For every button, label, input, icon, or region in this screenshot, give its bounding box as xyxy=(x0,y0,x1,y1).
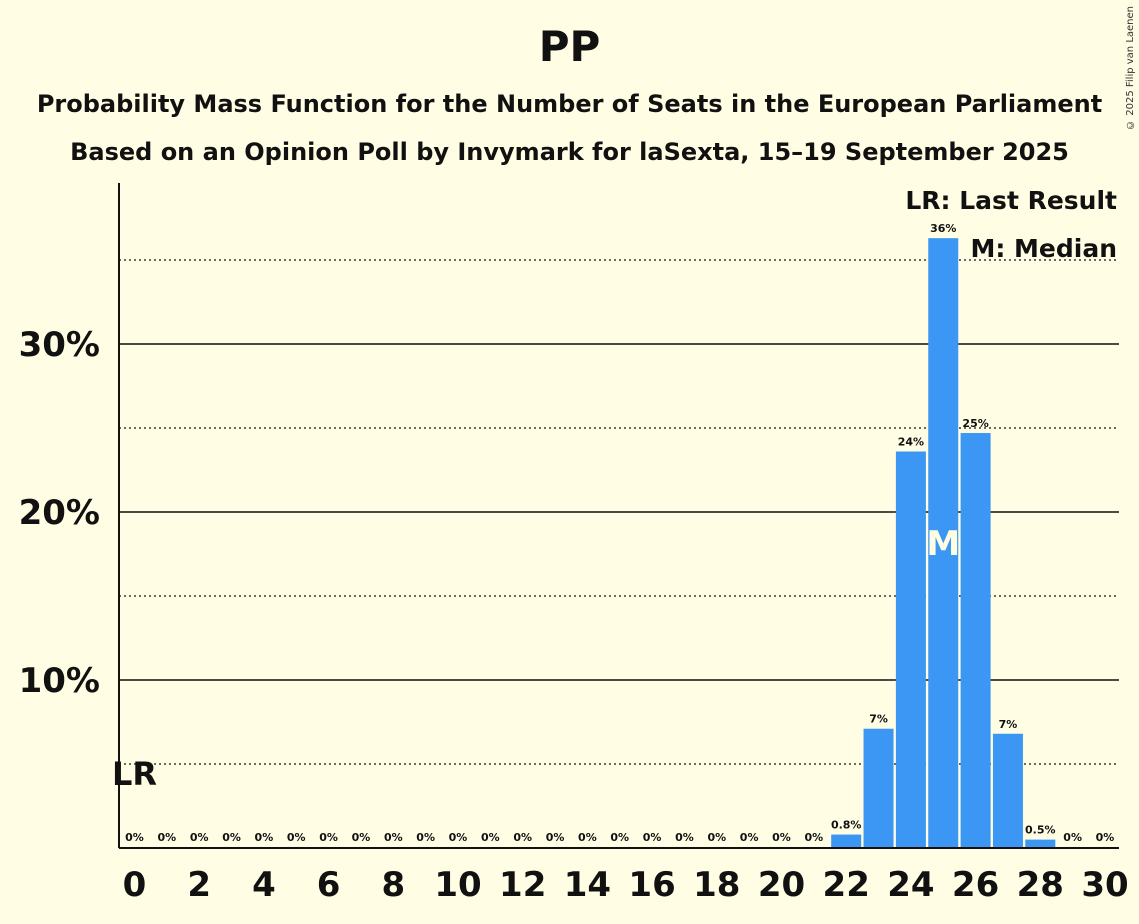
value-label: 0% xyxy=(675,831,694,844)
bar-seats-28 xyxy=(1025,839,1056,848)
legend-median: M: Median xyxy=(970,234,1117,263)
x-tick-label: 2 xyxy=(187,865,211,905)
bars xyxy=(831,238,1056,848)
y-tick-label: 20% xyxy=(19,493,100,533)
value-label: 0% xyxy=(805,831,824,844)
x-tick-label: 14 xyxy=(564,865,611,905)
value-label: 0% xyxy=(255,831,274,844)
x-tick-label: 30 xyxy=(1081,865,1128,905)
value-label: 36% xyxy=(930,222,956,235)
value-label: 0% xyxy=(125,831,144,844)
x-tick-label: 10 xyxy=(434,865,481,905)
x-tick-label: 20 xyxy=(758,865,805,905)
median-marker: M xyxy=(926,524,960,564)
x-tick-label: 16 xyxy=(628,865,675,905)
x-tick-label: 18 xyxy=(693,865,740,905)
value-label: 0% xyxy=(190,831,209,844)
value-label: 25% xyxy=(962,417,988,430)
value-label: 0% xyxy=(740,831,759,844)
value-label: 0% xyxy=(384,831,403,844)
bar-seats-25 xyxy=(928,238,959,848)
x-tick-label: 24 xyxy=(887,865,934,905)
value-label: 0% xyxy=(319,831,338,844)
value-label: 0% xyxy=(610,831,629,844)
x-tick-label: 4 xyxy=(252,865,276,905)
value-label: 0% xyxy=(772,831,791,844)
y-tick-label: 30% xyxy=(19,325,100,365)
value-label: 24% xyxy=(898,436,924,449)
x-tick-label: 26 xyxy=(952,865,999,905)
bar-seats-22 xyxy=(831,834,862,848)
value-label: 0% xyxy=(546,831,565,844)
bar-seats-23 xyxy=(863,728,894,848)
value-label: 0% xyxy=(513,831,532,844)
x-tick-label: 22 xyxy=(823,865,870,905)
value-label: 0% xyxy=(643,831,662,844)
bar-value-labels: 0% 0% 0% 0% 0% 0% 0% 0% 0% 0% 0% 0% 0% 0% 0% 0% 0% 0% 0% 0%… xyxy=(112,222,1114,844)
bar-seats-26 xyxy=(960,433,991,848)
value-label: 0% xyxy=(707,831,726,844)
value-label: 7% xyxy=(999,718,1018,731)
x-tick-label: 0 xyxy=(123,865,147,905)
legend-last-result: LR: Last Result xyxy=(905,186,1117,215)
value-label: 0.8% xyxy=(831,819,862,832)
value-label: 7% xyxy=(869,713,888,726)
bar-seats-27 xyxy=(992,733,1023,848)
value-label: 0% xyxy=(578,831,597,844)
legend: LR: Last Result M: Median xyxy=(905,186,1117,263)
chart-subtitle-poll: Based on an Opinion Poll by Invymark for… xyxy=(70,138,1069,166)
value-label: 0% xyxy=(1063,831,1082,844)
value-label: 0% xyxy=(416,831,435,844)
value-label: 0% xyxy=(287,831,306,844)
y-tick-label: 10% xyxy=(19,661,100,701)
value-label: 0% xyxy=(352,831,371,844)
x-tick-label: 12 xyxy=(499,865,546,905)
x-tick-label: 6 xyxy=(317,865,341,905)
value-label: 0% xyxy=(1096,831,1115,844)
value-label: 0% xyxy=(222,831,241,844)
value-label: 0% xyxy=(481,831,500,844)
axes: 10%20%30%0 2 4 6 8 10 12 14 16 18 20 22 24 26 28 30 xyxy=(19,183,1129,905)
x-tick-label: 8 xyxy=(381,865,405,905)
bar-seats-24 xyxy=(895,451,926,848)
chart-subtitle: Probability Mass Function for the Number… xyxy=(36,90,1103,118)
chart-title: PP xyxy=(538,22,601,71)
value-label: 0% xyxy=(158,831,177,844)
value-label: 0% xyxy=(449,831,468,844)
value-label: 0.5% xyxy=(1025,824,1056,837)
x-tick-label: 28 xyxy=(1017,865,1064,905)
